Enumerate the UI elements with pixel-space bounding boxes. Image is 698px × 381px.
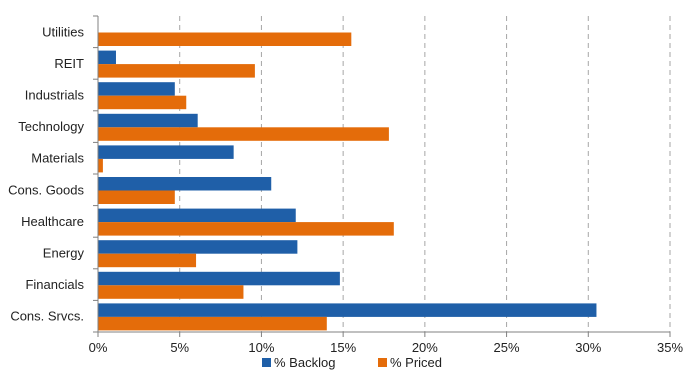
bar <box>98 145 234 159</box>
bar <box>98 271 340 286</box>
bar <box>98 82 175 96</box>
x-tick-label: 5% <box>170 340 189 355</box>
category-label: Cons. Goods <box>8 182 84 197</box>
bar <box>98 316 327 331</box>
category-label: Financials <box>25 277 84 292</box>
x-tick-label: 30% <box>575 340 601 355</box>
bar <box>98 127 389 141</box>
category-label: REIT <box>54 56 84 71</box>
bar <box>98 158 103 173</box>
legend-swatch <box>262 358 271 367</box>
legend-label: % Priced <box>390 355 442 370</box>
x-tick-label: 20% <box>412 340 438 355</box>
legend: % Backlog % Priced <box>262 355 442 370</box>
bar <box>98 177 272 191</box>
legend-swatch <box>378 358 387 367</box>
bar <box>98 95 187 110</box>
bar <box>98 190 175 204</box>
category-label: Healthcare <box>21 214 84 229</box>
x-tick-label: 25% <box>494 340 520 355</box>
bar <box>98 253 197 268</box>
bar <box>98 222 394 236</box>
bars <box>98 32 597 331</box>
bar <box>98 208 296 223</box>
bar <box>98 64 255 78</box>
category-label: Cons. Srvcs. <box>10 309 84 324</box>
x-tick-label: 35% <box>657 340 683 355</box>
bar <box>98 32 352 46</box>
x-tick-label: 10% <box>248 340 274 355</box>
bar <box>98 285 244 299</box>
legend-label: % Backlog <box>274 355 335 370</box>
x-tick-label: 0% <box>89 340 108 355</box>
category-label: Industrials <box>25 88 85 103</box>
category-label: Technology <box>18 119 84 134</box>
category-label: Materials <box>31 151 84 166</box>
bar <box>98 240 298 254</box>
bar <box>98 303 597 317</box>
category-labels: Utilities REIT Industrials Technology Materi… <box>8 24 84 323</box>
axes <box>93 15 671 337</box>
x-tick-label: 15% <box>330 340 356 355</box>
bar <box>98 113 198 128</box>
category-label: Utilities <box>42 24 84 39</box>
bar <box>98 50 116 65</box>
x-tick-labels: 0% 5% 10% 15% 20% 25% 30% 35% <box>89 340 684 355</box>
category-label: Energy <box>43 246 85 261</box>
